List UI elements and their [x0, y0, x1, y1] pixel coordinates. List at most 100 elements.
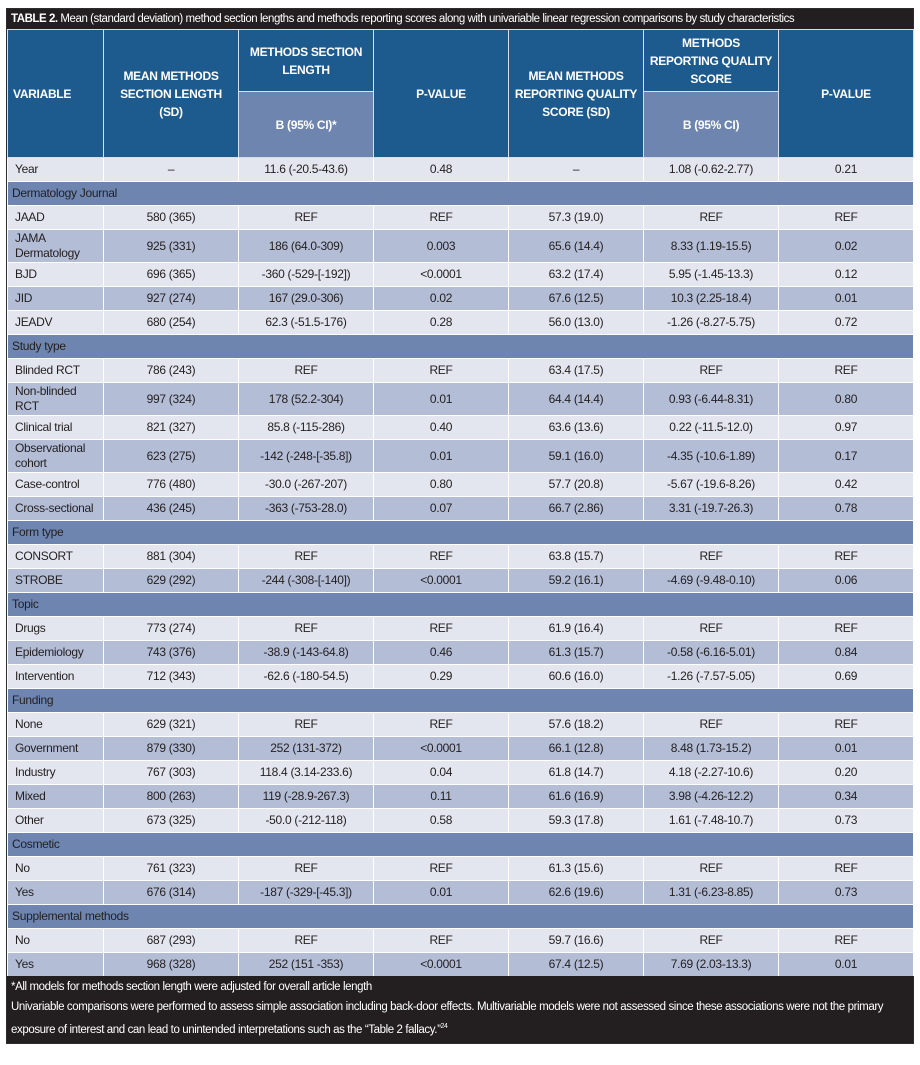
cell-variable: Drugs — [7, 616, 104, 641]
cell-p-value-1: 0.46 — [373, 640, 509, 665]
table-row: Yes 676 (314) -187 (-329-[-45.3]) 0.01 62.6 … — [7, 880, 914, 905]
cell-mean-length: 629 (321) — [103, 712, 239, 737]
cell-length-b: REF — [238, 205, 374, 230]
header-variable: VARIABLE — [7, 29, 104, 158]
cell-p-value-2: 0.21 — [778, 157, 914, 182]
cell-variable: Blinded RCT — [7, 358, 104, 383]
cell-mean-quality: 67.6 (12.5) — [508, 286, 644, 311]
cell-quality-b: REF — [643, 544, 779, 569]
cell-mean-length: 696 (365) — [103, 262, 239, 287]
cell-mean-quality: 61.9 (16.4) — [508, 616, 644, 641]
table-container: TABLE 2. Mean (standard deviation) metho… — [6, 8, 914, 1044]
cell-mean-quality: 60.6 (16.0) — [508, 664, 644, 689]
cell-mean-length: 767 (303) — [103, 760, 239, 785]
cell-mean-quality: 61.8 (14.7) — [508, 760, 644, 785]
cell-variable: No — [7, 856, 104, 881]
cell-mean-quality: 62.6 (19.6) — [508, 880, 644, 905]
cell-p-value-2: 0.17 — [778, 439, 914, 473]
cell-mean-quality: 66.7 (2.86) — [508, 496, 644, 521]
cell-p-value-1: 0.01 — [373, 439, 509, 473]
cell-length-b: 186 (64.0-309) — [238, 229, 374, 263]
table-row: Intervention 712 (343) -62.6 (-180-54.5) 0.… — [7, 664, 914, 689]
cell-length-b: 119 (-28.9-267.3) — [238, 784, 374, 809]
cell-p-value-2: REF — [778, 544, 914, 569]
cell-variable: Mixed — [7, 784, 104, 809]
cell-p-value-2: REF — [778, 358, 914, 383]
table-row: Epidemiology 743 (376) -38.9 (-143-64.8) 0.… — [7, 640, 914, 665]
cell-quality-b: 4.18 (-2.27-10.6) — [643, 760, 779, 785]
header-length-b: B (95% CI)* — [238, 91, 374, 158]
cell-p-value-1: <0.0001 — [373, 736, 509, 761]
cell-quality-b: -4.35 (-10.6-1.89) — [643, 439, 779, 473]
cell-variable: Industry — [7, 760, 104, 785]
table-row: STROBE 629 (292) -244 (-308-[-140]) <0.0001… — [7, 568, 914, 593]
cell-p-value-1: REF — [373, 616, 509, 641]
cell-mean-quality: 65.6 (14.4) — [508, 229, 644, 263]
cell-p-value-1: 0.58 — [373, 808, 509, 833]
cell-mean-length: 676 (314) — [103, 880, 239, 905]
header-quality-b: B (95% CI) — [643, 91, 779, 158]
cell-quality-b: REF — [643, 205, 779, 230]
table-body: Year –11.6 (-20.5-43.6) 0.48–1.08 (-0.62-2… — [7, 157, 914, 976]
table-row: JAMA Dermatology 925 (331) 186 (64.0-309) 0… — [7, 229, 914, 263]
cell-mean-length: 925 (331) — [103, 229, 239, 263]
table-row: Mixed 800 (263) 119 (-28.9-267.3) 0.11 61.6 … — [7, 784, 914, 809]
cell-variable: Clinical trial — [7, 415, 104, 440]
cell-p-value-2: 0.01 — [778, 736, 914, 761]
cell-variable: Yes — [7, 880, 104, 905]
cell-length-b: 252 (131-372) — [238, 736, 374, 761]
cell-quality-b: 0.22 (-11.5-12.0) — [643, 415, 779, 440]
cell-mean-length: 673 (325) — [103, 808, 239, 833]
cell-variable: CONSORT — [7, 544, 104, 569]
cell-p-value-1: REF — [373, 712, 509, 737]
cell-length-b: -363 (-753-28.0) — [238, 496, 374, 521]
footnote-1: *All models for methods section length w… — [11, 981, 372, 993]
cell-p-value-1: REF — [373, 928, 509, 953]
cell-mean-length: 436 (245) — [103, 496, 239, 521]
cell-p-value-2: 0.73 — [778, 808, 914, 833]
cell-p-value-1: <0.0001 — [373, 952, 509, 976]
cell-p-value-1: 0.11 — [373, 784, 509, 809]
table-row: Case-control 776 (480) -30.0 (-267-207) 0.8… — [7, 472, 914, 497]
section-label: Funding — [7, 688, 914, 713]
cell-p-value-1: REF — [373, 544, 509, 569]
section-label: Dermatology Journal — [7, 181, 914, 206]
cell-p-value-1: 0.04 — [373, 760, 509, 785]
table-caption: TABLE 2. Mean (standard deviation) metho… — [7, 9, 913, 29]
cell-quality-b: REF — [643, 928, 779, 953]
data-table: VARIABLE MEAN METHODS SECTION LENGTH (SD… — [7, 29, 914, 976]
cell-quality-b: 7.69 (2.03-13.3) — [643, 952, 779, 976]
cell-mean-quality: 61.6 (16.9) — [508, 784, 644, 809]
cell-length-b: REF — [238, 616, 374, 641]
section-header-row: Funding — [7, 688, 914, 713]
cell-p-value-1: 0.01 — [373, 880, 509, 905]
cell-p-value-2: 0.84 — [778, 640, 914, 665]
cell-p-value-2: REF — [778, 616, 914, 641]
section-label: Study type — [7, 334, 914, 359]
cell-variable: Observational cohort — [7, 439, 104, 473]
cell-quality-b: 10.3 (2.25-18.4) — [643, 286, 779, 311]
cell-variable: None — [7, 712, 104, 737]
cell-mean-length: 580 (365) — [103, 205, 239, 230]
cell-p-value-1: 0.07 — [373, 496, 509, 521]
section-label: Topic — [7, 592, 914, 617]
cell-p-value-1: 0.40 — [373, 415, 509, 440]
cell-variable: No — [7, 928, 104, 953]
cell-mean-length: 712 (343) — [103, 664, 239, 689]
table-row: Industry 767 (303) 118.4 (3.14-233.6) 0.04 6… — [7, 760, 914, 785]
cell-length-b: 118.4 (3.14-233.6) — [238, 760, 374, 785]
cell-length-b: REF — [238, 358, 374, 383]
cell-length-b: -244 (-308-[-140]) — [238, 568, 374, 593]
cell-p-value-2: 0.42 — [778, 472, 914, 497]
table-row: No 687 (293) REF REF 59.7 (16.6) REF REF — [7, 928, 914, 953]
section-label: Supplemental methods — [7, 904, 914, 929]
table-row: Drugs 773 (274) REF REF 61.9 (16.4) REF REF — [7, 616, 914, 641]
cell-p-value-2: 0.02 — [778, 229, 914, 263]
cell-quality-b: 1.61 (-7.48-10.7) — [643, 808, 779, 833]
cell-length-b: -360 (-529-[-192]) — [238, 262, 374, 287]
cell-mean-quality: 59.7 (16.6) — [508, 928, 644, 953]
section-label: Form type — [7, 520, 914, 545]
cell-p-value-2: 0.97 — [778, 415, 914, 440]
cell-quality-b: 8.48 (1.73-15.2) — [643, 736, 779, 761]
cell-variable: BJD — [7, 262, 104, 287]
